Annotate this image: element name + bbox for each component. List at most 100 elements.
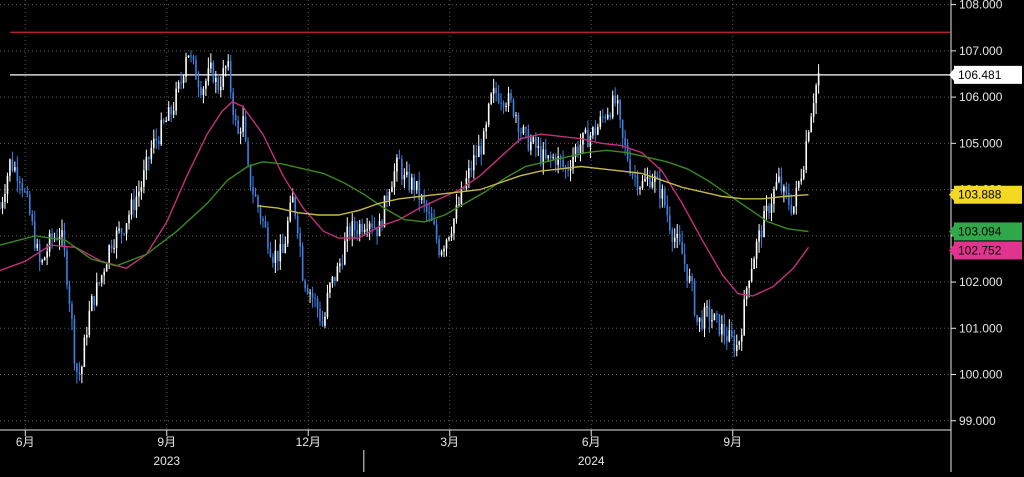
candle-body [716, 313, 718, 315]
candle-body [482, 131, 485, 155]
candle-body [170, 107, 172, 115]
y-tick-label: 100.000 [959, 368, 1003, 382]
candle-body [691, 275, 693, 281]
candle-body [311, 292, 314, 298]
candle-body [83, 337, 86, 367]
candle-body [224, 66, 227, 69]
candle-body [775, 181, 778, 190]
candle-body [351, 221, 354, 237]
candle-body [93, 296, 96, 305]
candle-body [192, 56, 195, 60]
candle-body [336, 266, 339, 282]
candle-body [487, 103, 490, 125]
candle-body [735, 344, 738, 351]
candle-body [348, 226, 351, 237]
candle-body [698, 317, 701, 322]
candle-body [768, 205, 770, 213]
candle-body [162, 120, 165, 123]
candle-body [468, 168, 470, 179]
candle-body [500, 102, 502, 104]
candle-body [334, 276, 336, 282]
candle-body [760, 230, 763, 238]
candle-body [619, 100, 621, 120]
candle-body [654, 176, 656, 182]
candle-body [614, 95, 617, 104]
candle-body [33, 221, 36, 249]
candle-body [520, 132, 522, 134]
candle-body [371, 223, 373, 228]
candle-body [683, 254, 686, 265]
candle-body [797, 181, 800, 188]
candle-body [38, 243, 41, 263]
candle-body [406, 171, 408, 175]
last-value-tag-label: 102.752 [958, 243, 1002, 257]
candle-body [629, 159, 631, 174]
candle-body [259, 207, 262, 219]
candle-body [281, 244, 284, 253]
candle-body [135, 196, 138, 211]
candle-body [569, 168, 572, 171]
candle-body [269, 248, 272, 257]
candle-body [43, 257, 46, 261]
candle-body [443, 248, 445, 252]
candle-body [778, 176, 780, 182]
candle-body [750, 268, 753, 281]
last-value-tag-pointer [949, 244, 954, 257]
candle-body [289, 202, 292, 221]
candle-body [693, 280, 696, 315]
candle-body [155, 138, 158, 141]
candle-body [381, 220, 383, 228]
candle-body [207, 68, 210, 82]
candle-body [470, 168, 473, 171]
candle-body [103, 271, 105, 276]
candle-body [671, 230, 674, 242]
candle-body [247, 141, 249, 165]
candle-body [726, 336, 728, 342]
candle-body [294, 196, 296, 216]
candle-body [284, 243, 287, 253]
candle-body [525, 127, 527, 130]
candle-body [547, 155, 550, 159]
candle-body [46, 251, 48, 258]
candle-body [800, 178, 803, 182]
x-tick-label: 6月 [582, 435, 601, 449]
candle-body [205, 81, 207, 89]
candle-body [140, 186, 143, 192]
candle-body [773, 189, 775, 204]
candle-body [745, 287, 748, 300]
candle-body [535, 137, 537, 149]
candle-body [668, 215, 671, 231]
candle-body [249, 164, 252, 188]
candle-body [210, 62, 212, 69]
candle-body [0, 208, 1, 210]
candle-body [190, 55, 192, 57]
candle-body [4, 194, 6, 203]
candle-body [331, 276, 334, 284]
candle-body [425, 203, 428, 212]
candle-body [180, 82, 182, 84]
y-tick-label: 108.000 [959, 0, 1003, 12]
candle-body [252, 187, 254, 194]
candle-body [450, 233, 453, 238]
candle-body [696, 314, 698, 322]
candle-body [88, 310, 91, 336]
candle-body [515, 115, 517, 117]
candle-body [639, 187, 641, 190]
candle-body [185, 57, 187, 77]
x-tick-label: 6月 [16, 435, 35, 449]
candle-body [554, 156, 557, 165]
candle-body [673, 237, 676, 242]
candle-body [100, 275, 103, 283]
candle-body [810, 116, 812, 132]
candle-body [229, 61, 232, 93]
candle-body [435, 224, 438, 240]
candle-body [599, 116, 602, 127]
candle-body [676, 233, 679, 238]
candle-body [788, 193, 790, 205]
candle-body [197, 79, 200, 88]
candle-body [125, 223, 128, 234]
candle-body [793, 206, 795, 213]
candle-body [346, 226, 349, 242]
candle-body [105, 264, 108, 272]
candle-body [542, 149, 545, 164]
